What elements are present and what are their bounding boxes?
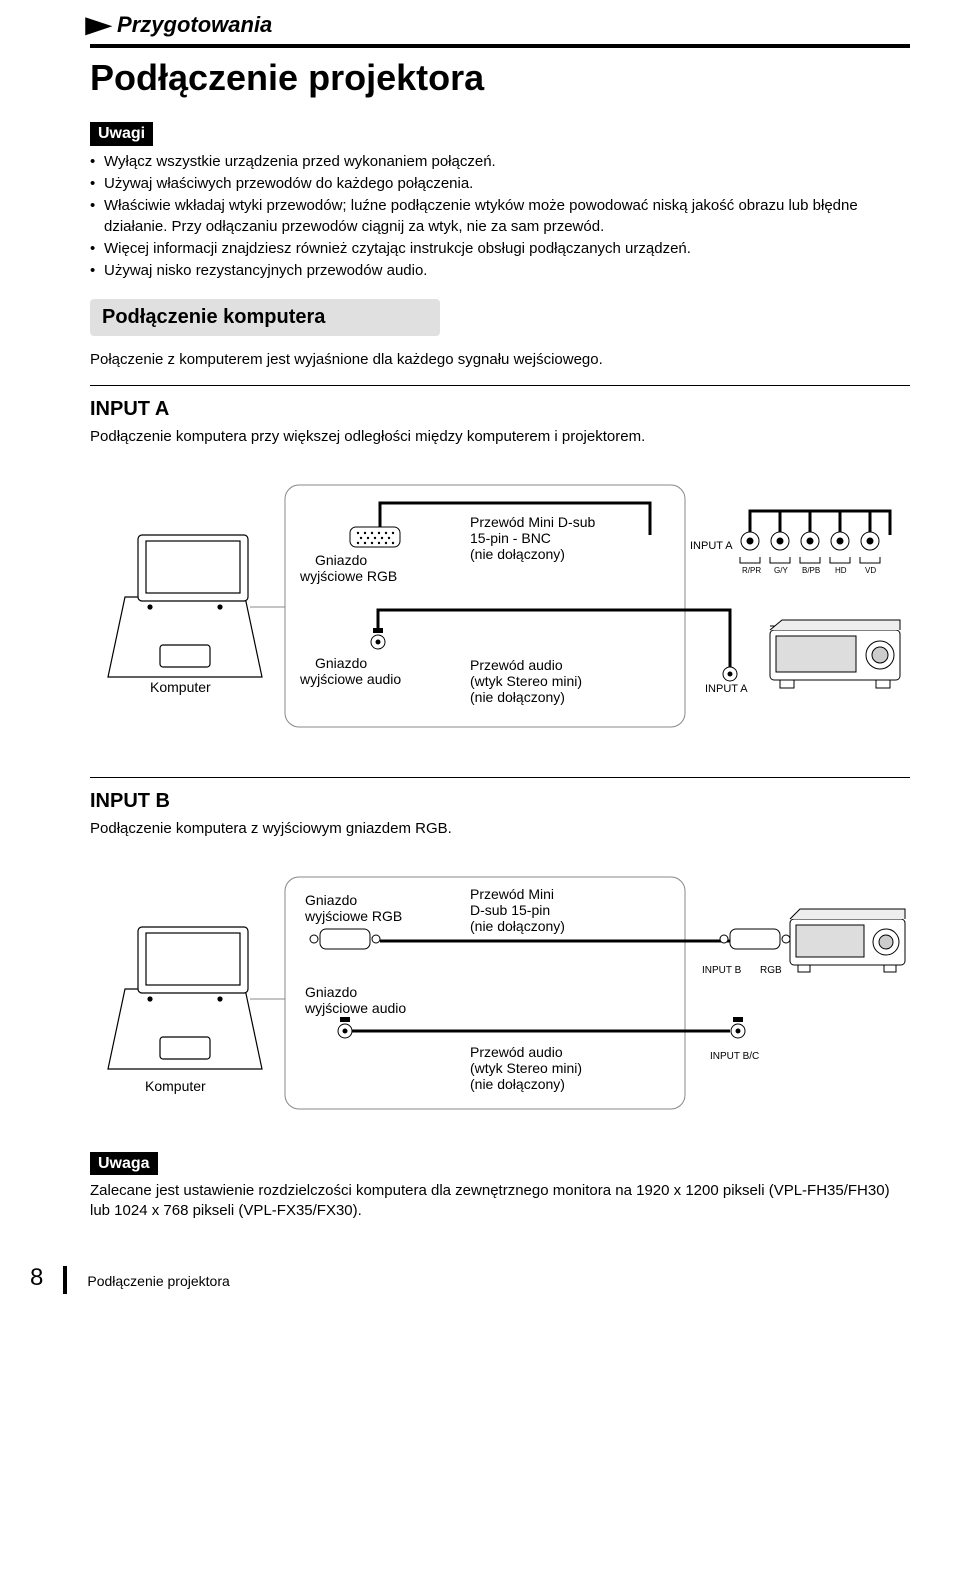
input-a-desc: Podłączenie komputera przy większej odle…	[90, 427, 910, 447]
label-cable1c: (nie dołączony)	[470, 918, 565, 934]
note-item: Więcej informacji znajdziesz również czy…	[90, 239, 910, 259]
label-cable2c: (nie dołączony)	[470, 689, 565, 705]
note-item: Używaj nisko rezystancyjnych przewodów a…	[90, 261, 910, 281]
label-cable2a: Przewód audio	[470, 657, 563, 673]
label-cable1a: Przewód Mini D-sub	[470, 514, 595, 530]
label-rgb: RGB	[760, 965, 782, 976]
breadcrumb: ▶ Przygotowania	[90, 10, 910, 40]
label-rgb-out: Gniazdo	[315, 552, 367, 568]
note-text: Zalecane jest ustawienie rozdzielczości …	[90, 1181, 910, 1222]
label-audio-out2: wyjściowe audio	[304, 1000, 406, 1016]
bnc-label: G/Y	[774, 566, 788, 575]
label-cable1b: D-sub 15-pin	[470, 902, 550, 918]
input-a-head: INPUT A	[90, 396, 910, 423]
bnc-label: B/PB	[802, 566, 820, 575]
label-cable1b: 15-pin - BNC	[470, 530, 551, 546]
note-item: Wyłącz wszystkie urządzenia przed wykona…	[90, 152, 910, 172]
page-title: Podłączenie projektora	[90, 44, 910, 103]
label-cable2b: (wtyk Stereo mini)	[470, 673, 582, 689]
label-rgb-out2: wyjściowe RGB	[299, 568, 397, 584]
label-cable2c: (nie dołączony)	[470, 1076, 565, 1092]
note-badge: Uwaga	[90, 1152, 158, 1176]
input-b-desc: Podłączenie komputera z wyjściowym gniaz…	[90, 819, 910, 839]
notes-list: Wyłącz wszystkie urządzenia przed wykona…	[90, 152, 910, 282]
label-inputb: INPUT B	[702, 965, 742, 976]
note-item: Właściwie wkładaj wtyki przewodów; luźne…	[90, 196, 910, 237]
label-cable2a: Przewód audio	[470, 1044, 563, 1060]
label-audio-out: Gniazdo	[305, 984, 357, 1000]
rule	[90, 385, 910, 386]
note-item: Używaj właściwych przewodów do każdego p…	[90, 174, 910, 194]
label-rgb-out: Gniazdo	[305, 892, 357, 908]
diagram-input-a: Komputer Gniazdo wyjściowe RGB Przewód M…	[90, 477, 910, 737]
bnc-label: HD	[835, 566, 847, 575]
label-inputbc: INPUT B/C	[710, 1051, 759, 1062]
input-b-head: INPUT B	[90, 788, 910, 815]
label-cable1c: (nie dołączony)	[470, 546, 565, 562]
subsection-head: Podłączenie komputera	[90, 299, 440, 336]
label-inputa: INPUT A	[690, 540, 733, 552]
bnc-label: R/PR	[742, 566, 761, 575]
label-cable2b: (wtyk Stereo mini)	[470, 1060, 582, 1076]
bnc-label: VD	[865, 566, 876, 575]
label-cable1a: Przewód Mini	[470, 886, 554, 902]
subsection-text: Połączenie z komputerem jest wyjaśnione …	[90, 350, 910, 370]
footer-text: Podłączenie projektora	[87, 1272, 229, 1294]
label-computer: Komputer	[150, 679, 211, 695]
rule	[90, 777, 910, 778]
label-inputa2: INPUT A	[705, 683, 748, 695]
diagram-input-b: Komputer Gniazdo wyjściowe RGB Przewód M…	[90, 869, 910, 1119]
label-computer: Komputer	[145, 1078, 206, 1094]
notes-badge: Uwagi	[90, 122, 153, 146]
footer: 8 Podłączenie projektora	[30, 1262, 910, 1294]
footer-rule	[63, 1266, 67, 1294]
label-audio-out2: wyjściowe audio	[299, 671, 401, 687]
label-audio-out: Gniazdo	[315, 655, 367, 671]
page-number: 8	[30, 1262, 43, 1294]
label-rgb-out2: wyjściowe RGB	[304, 908, 402, 924]
